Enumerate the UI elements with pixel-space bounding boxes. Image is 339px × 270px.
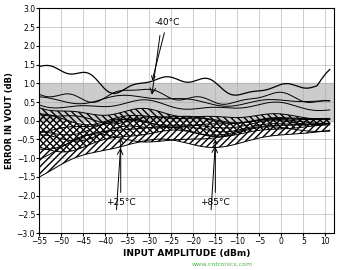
Text: +85°C: +85°C xyxy=(200,140,230,207)
Text: +25°C: +25°C xyxy=(106,139,136,207)
Y-axis label: ERROR IN VOUT (dB): ERROR IN VOUT (dB) xyxy=(5,72,14,169)
Text: www.cntronics.com: www.cntronics.com xyxy=(192,262,253,267)
Text: -40°C: -40°C xyxy=(152,18,180,80)
Bar xyxy=(39,83,334,121)
X-axis label: INPUT AMPLITUDE (dBm): INPUT AMPLITUDE (dBm) xyxy=(123,249,251,258)
